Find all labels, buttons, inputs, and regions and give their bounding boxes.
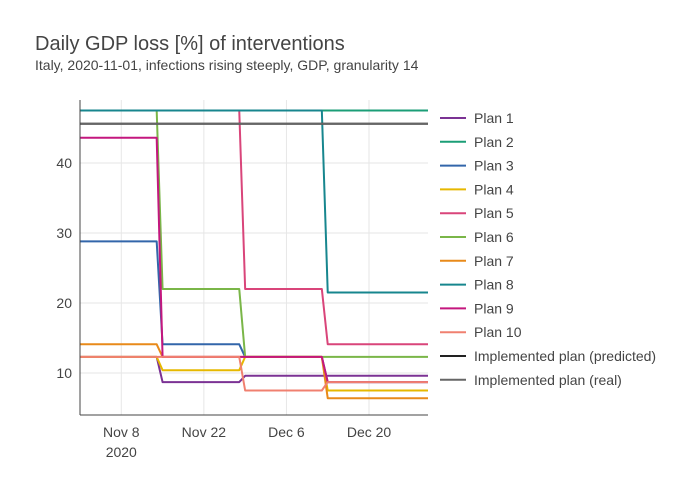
series-line-5[interactable] bbox=[80, 109, 428, 346]
series-line-3[interactable] bbox=[80, 240, 428, 384]
legend-label: Implemented plan (real) bbox=[474, 372, 622, 388]
legend[interactable]: Plan 1 Plan 2 Plan 3 Plan 4 Plan 5 Plan 6 Plan… bbox=[440, 110, 656, 388]
y-tick-label: 40 bbox=[56, 155, 72, 171]
legend-label: Plan 9 bbox=[474, 300, 514, 316]
series-line-4[interactable] bbox=[80, 355, 428, 392]
legend-item-8[interactable]: Plan 8 bbox=[440, 277, 514, 293]
legend-label: Plan 2 bbox=[474, 134, 514, 150]
legend-item-3[interactable]: Plan 3 bbox=[440, 158, 514, 174]
x-tick-label: Dec 20 bbox=[347, 424, 392, 440]
legend-item-5[interactable]: Plan 5 bbox=[440, 205, 514, 221]
x-tick-label: Nov 22 bbox=[182, 424, 227, 440]
legend-item-1[interactable]: Plan 1 bbox=[440, 110, 514, 126]
legend-item-12[interactable]: Implemented plan (real) bbox=[440, 372, 622, 388]
series-line-8[interactable] bbox=[80, 109, 428, 294]
grid bbox=[80, 100, 428, 415]
series-line-9[interactable] bbox=[80, 136, 428, 384]
y-tick-label: 20 bbox=[56, 295, 72, 311]
y-tick-label: 30 bbox=[56, 225, 72, 241]
legend-item-9[interactable]: Plan 9 bbox=[440, 300, 514, 316]
x-tick-label: Dec 6 bbox=[268, 424, 305, 440]
legend-label: Plan 3 bbox=[474, 158, 514, 174]
series-line-10[interactable] bbox=[80, 355, 428, 392]
legend-label: Plan 1 bbox=[474, 110, 514, 126]
legend-item-6[interactable]: Plan 6 bbox=[440, 229, 514, 245]
legend-label: Implemented plan (predicted) bbox=[474, 348, 656, 364]
legend-item-4[interactable]: Plan 4 bbox=[440, 181, 514, 197]
chart-subtitle: Italy, 2020-11-01, infections rising ste… bbox=[35, 57, 419, 73]
x-tick-sublabel: 2020 bbox=[106, 444, 137, 460]
legend-item-2[interactable]: Plan 2 bbox=[440, 134, 514, 150]
y-tick-label: 10 bbox=[56, 365, 72, 381]
axes: 10 20 30 40 Nov 8 2020 Nov 22 Dec 6 Dec 20 bbox=[56, 100, 428, 460]
legend-label: Plan 5 bbox=[474, 205, 514, 221]
legend-label: Plan 7 bbox=[474, 253, 514, 269]
legend-item-11[interactable]: Implemented plan (predicted) bbox=[440, 348, 656, 364]
legend-label: Plan 10 bbox=[474, 324, 522, 340]
legend-item-10[interactable]: Plan 10 bbox=[440, 324, 522, 340]
plot-area bbox=[80, 109, 428, 400]
series-line-1[interactable] bbox=[80, 355, 428, 384]
chart-title: Daily GDP loss [%] of interventions bbox=[35, 33, 345, 55]
legend-label: Plan 4 bbox=[474, 181, 514, 197]
x-tick-label: Nov 8 bbox=[103, 424, 140, 440]
series-line-6[interactable] bbox=[80, 109, 428, 358]
legend-label: Plan 8 bbox=[474, 277, 514, 293]
legend-item-7[interactable]: Plan 7 bbox=[440, 253, 514, 269]
legend-label: Plan 6 bbox=[474, 229, 514, 245]
